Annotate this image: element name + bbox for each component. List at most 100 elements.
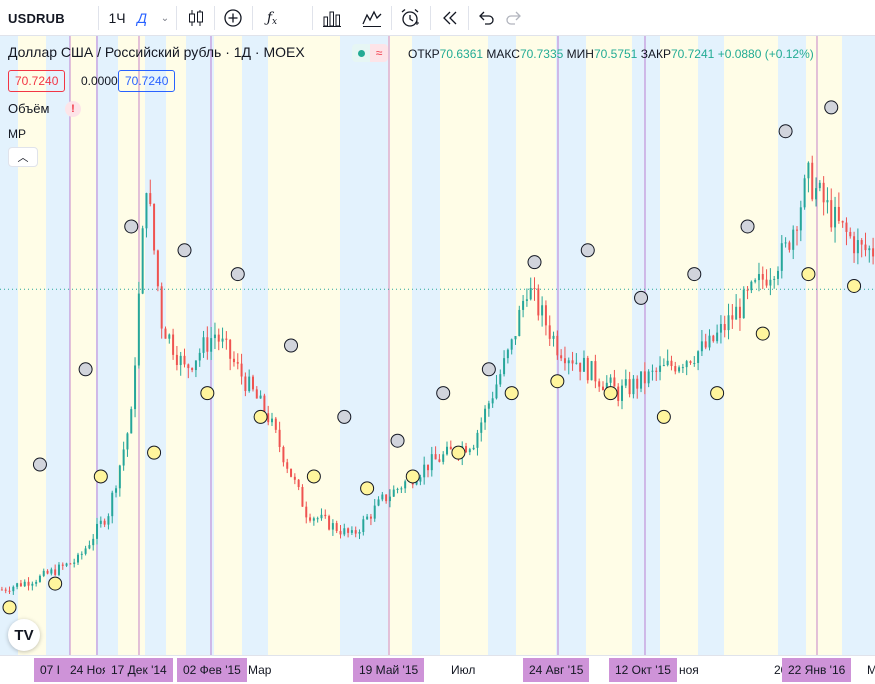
candle-body [324,514,327,517]
time-axis[interactable]: Мар Июл ноя 20 М 07 I 24 Ноя 17 Дек '14 … [0,655,875,684]
candle-body [392,489,395,497]
interval-hours-button[interactable]: 1Ч [108,10,126,26]
candle-body [19,583,22,587]
candle-body [647,371,650,384]
candle-body [194,360,197,371]
candle-body [183,355,186,365]
candle-body [582,357,585,372]
candle-body [541,305,544,316]
price-chart[interactable] [0,36,875,655]
pivot-high-marker [337,409,352,424]
indicator-label-mp[interactable]: MP [8,127,26,141]
candle-body [206,337,209,352]
candle-body [350,530,353,533]
ohlc-readout: ОТКР70.6361 МАКС70.7335 МИН70.5751 ЗАКР7… [408,47,814,61]
candle-body [423,464,426,478]
candle-body [811,162,814,200]
undo-icon[interactable] [472,0,500,36]
candle-body [297,479,300,488]
interval-day-button[interactable]: Д [137,10,147,26]
candles-icon[interactable] [182,0,210,36]
pivot-high-marker [481,362,496,377]
toolbar-divider [391,6,392,30]
session-band [166,36,186,655]
candle-body [400,488,403,490]
data-delay-icon[interactable]: ≈ [370,44,388,62]
candle-body [118,465,121,489]
market-open-icon[interactable] [352,44,370,62]
pivot-low-marker [93,469,108,484]
candle-body [670,360,673,367]
candle-body [468,449,471,453]
candle-body [213,334,216,339]
candle-body [347,528,350,533]
candle-body [12,586,15,592]
candle-body [381,494,384,500]
tradingview-logo-icon[interactable]: TV [8,619,40,651]
rewind-icon[interactable] [436,0,464,36]
candle-body [396,488,399,490]
candle-body [628,379,631,395]
candle-body [354,530,357,534]
pivot-high-marker [230,267,245,282]
close-label: ЗАКР [640,47,671,61]
candle-body [525,299,528,301]
candle-body [65,563,68,566]
candle-body [168,334,171,339]
interval-dropdown-icon[interactable]: ⌄ [160,12,170,24]
candle-body [141,228,144,294]
session-band [214,36,242,655]
buy-price-button[interactable]: 70.7240 [118,70,176,92]
session-band [70,36,96,655]
candle-body [343,528,346,535]
candle-body [799,207,802,231]
symbol-legend-title[interactable]: Доллар США / Российский рубль · 1Д · MOE… [8,44,305,60]
candle-body [518,309,521,337]
candle-body [750,281,753,291]
chevron-up-icon[interactable]: ︿ [8,147,38,167]
toolbar-divider [312,6,313,30]
candle-body [674,366,677,372]
candle-body [837,206,840,221]
candle-body [80,553,83,555]
candle-body [442,454,445,462]
candle-body [590,361,593,381]
candle-body [57,564,60,575]
candle-body [655,370,658,372]
templates-icon[interactable] [318,0,346,36]
candle-body [830,200,833,228]
time-axis-marker: 02 Фев '15 [177,658,247,682]
candle-body [84,548,87,554]
chart-pane[interactable] [0,36,875,655]
candle-body [746,289,749,291]
candle-body [54,569,57,575]
candle-body [282,446,285,463]
session-band [145,36,166,655]
candle-body [23,581,26,587]
candle-body [373,505,376,519]
add-compare-icon[interactable] [219,0,247,36]
candle-body [693,362,696,364]
volume-warning-icon[interactable]: ! [65,101,81,117]
session-band [118,36,145,655]
session-band [724,36,778,655]
redo-icon[interactable] [500,0,528,36]
candle-body [240,363,243,377]
candle-body [76,554,79,563]
candle-body [780,243,783,271]
replay-patterns-icon[interactable] [358,0,386,36]
symbol-search-button[interactable]: USDRUB [8,10,65,26]
pivot-high-marker [778,124,793,139]
market-status[interactable]: ≈ [352,44,388,62]
candle-body [666,360,669,366]
session-band [388,36,412,655]
candle-body [678,367,681,372]
candle-body [61,564,64,566]
time-axis-label: ноя [679,663,699,677]
alert-icon[interactable] [396,0,424,36]
candle-body [259,395,262,399]
candle-body [172,334,175,355]
sell-price-button[interactable]: 70.7240 [8,70,66,92]
volume-indicator-label[interactable]: Объём [8,101,50,116]
